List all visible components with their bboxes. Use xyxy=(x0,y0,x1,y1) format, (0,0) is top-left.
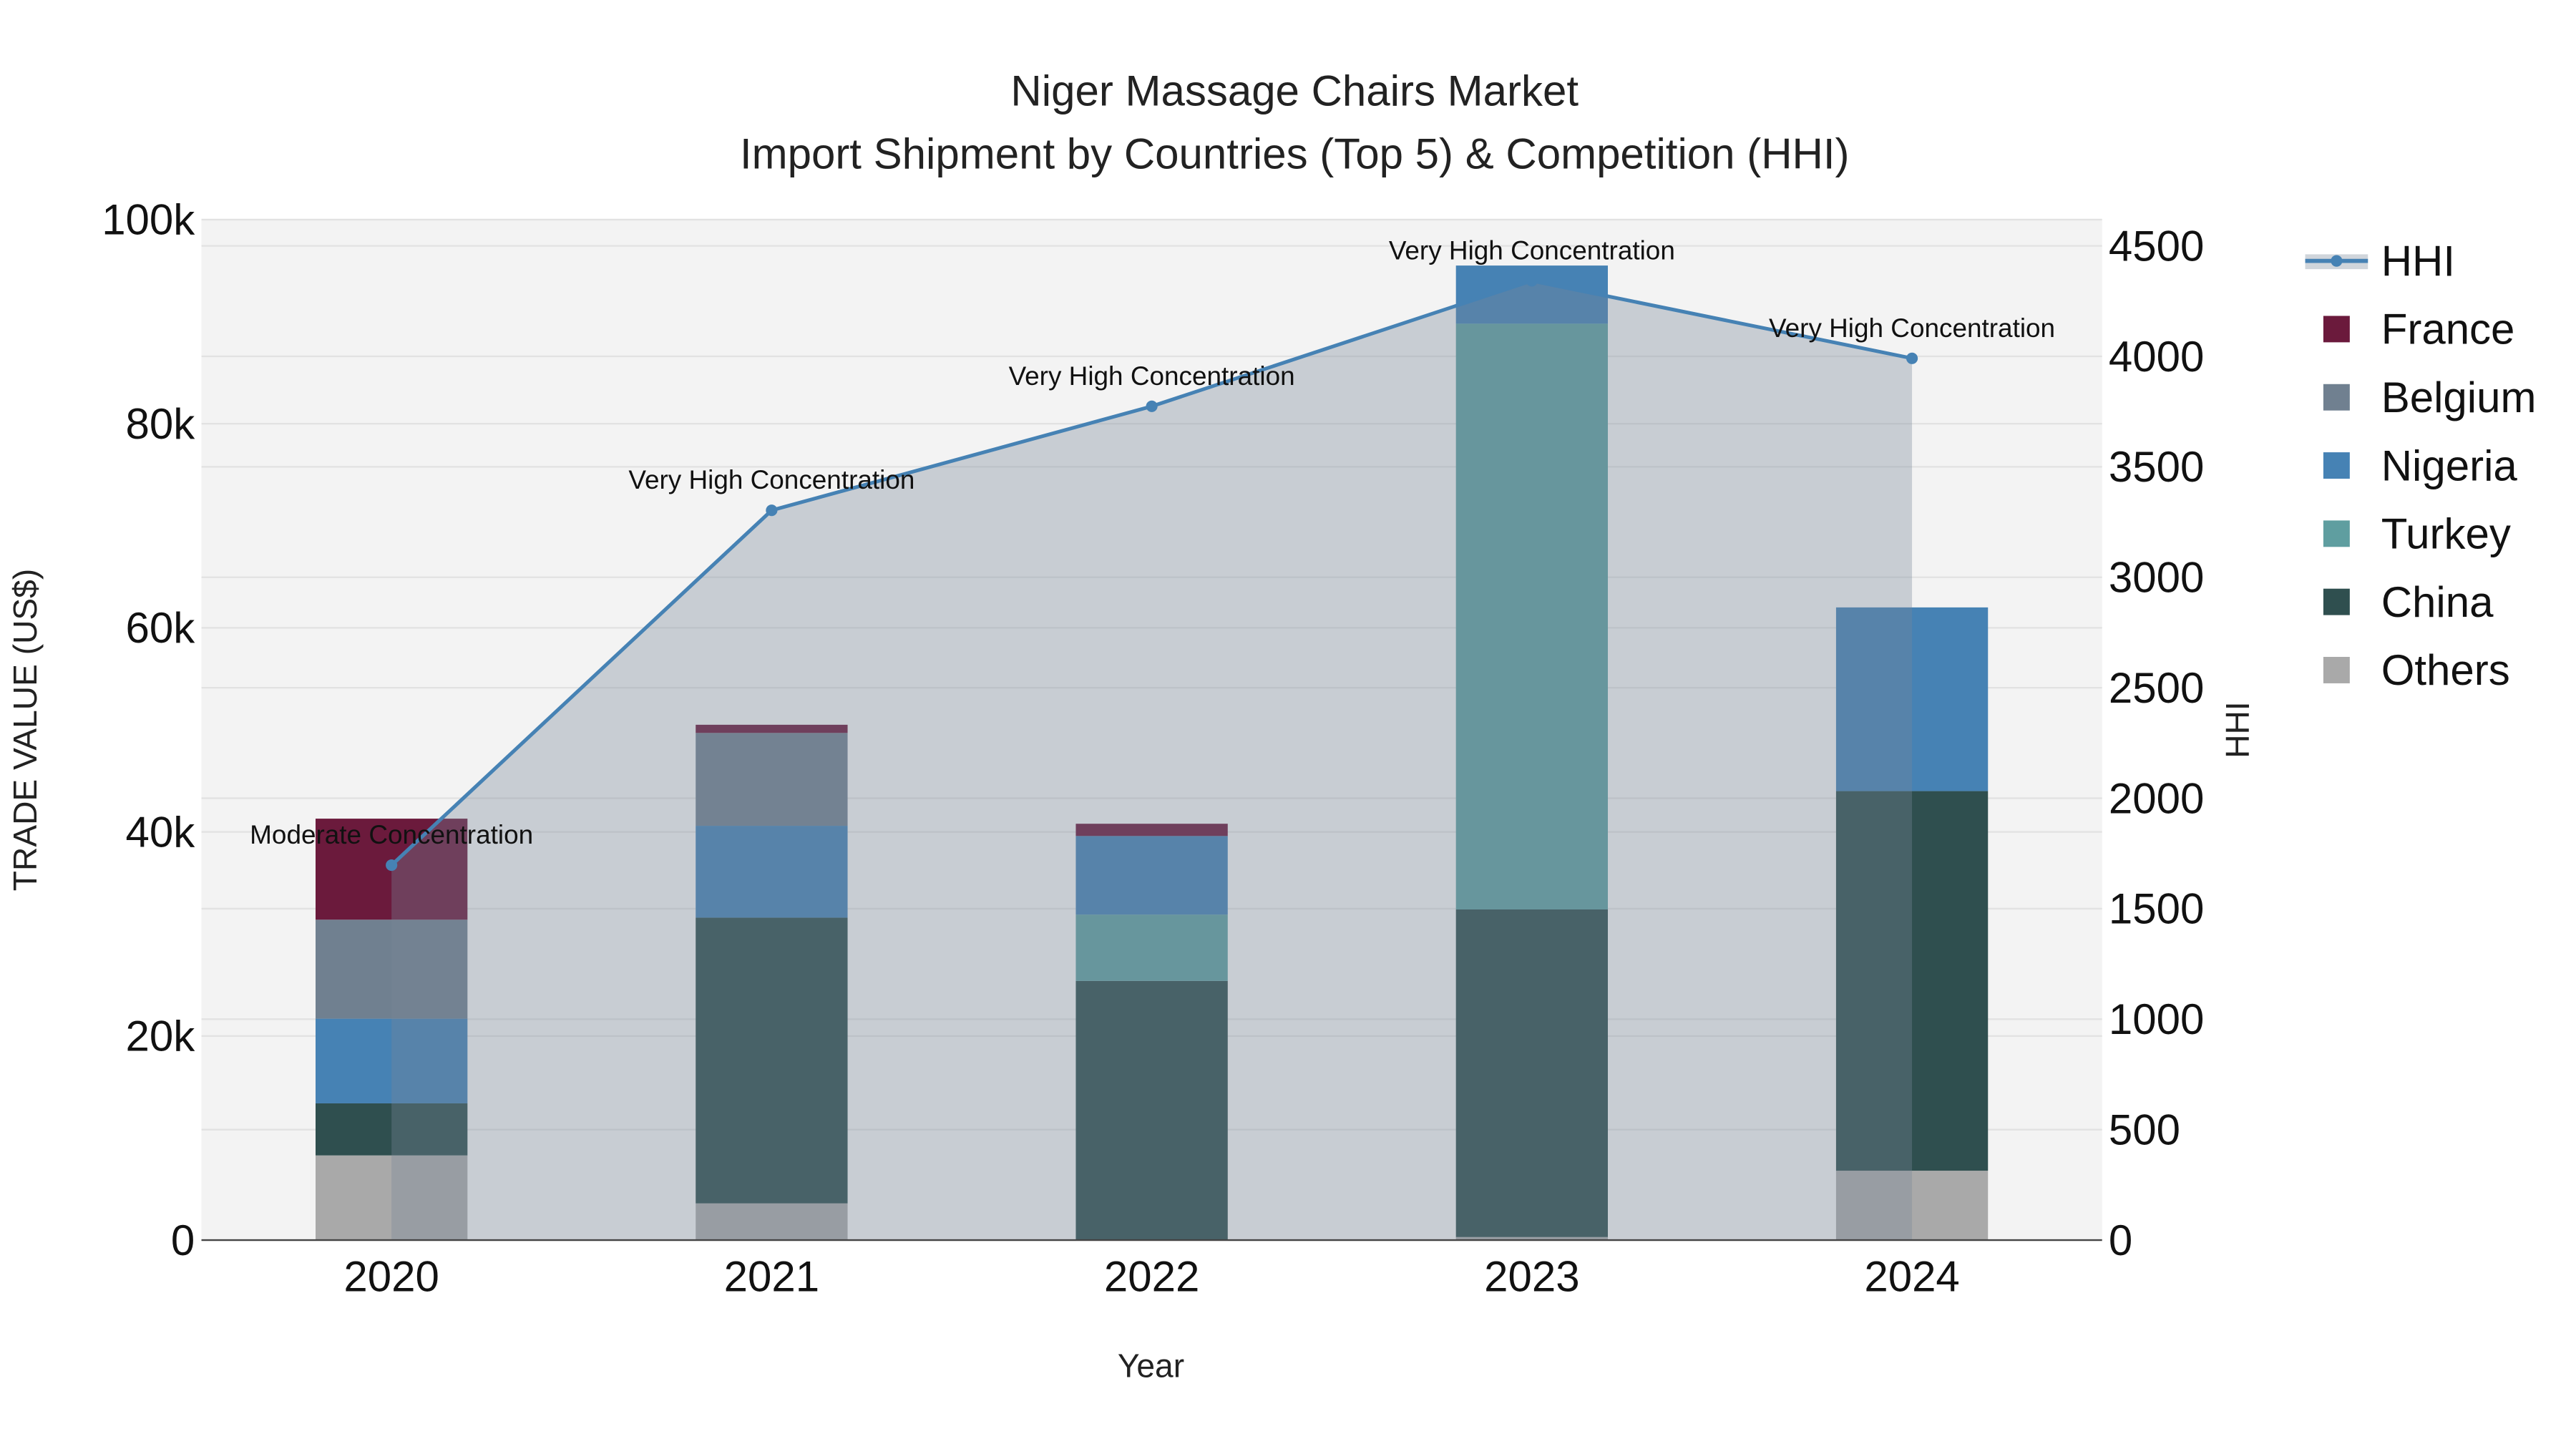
legend-item-hhi[interactable]: HHI xyxy=(2305,237,2455,285)
y2-tick-label: 4500 xyxy=(2109,222,2204,270)
hhi-annotation: Very High Concentration xyxy=(1389,235,1675,265)
y2-tick-label: 500 xyxy=(2109,1106,2180,1153)
y2-tick-label: 4000 xyxy=(2109,333,2204,381)
legend-label: Turkey xyxy=(2381,510,2511,558)
x-tick-label: 2023 xyxy=(1484,1253,1579,1301)
y2-axis-title: HHI xyxy=(2219,701,2256,758)
y2-tick-label: 2500 xyxy=(2109,664,2204,712)
hhi-annotation: Very High Concentration xyxy=(1769,313,2055,343)
bar-turkey-2022[interactable] xyxy=(1075,914,1228,981)
hhi-annotation: Moderate Concentration xyxy=(250,820,533,849)
bar-china-2020[interactable] xyxy=(316,1103,468,1156)
y-axis-title: TRADE VALUE (US$) xyxy=(6,569,44,891)
bar-france-2022[interactable] xyxy=(1075,824,1228,836)
y2-tick-label: 3000 xyxy=(2109,554,2204,602)
bar-nigeria-2022[interactable] xyxy=(1075,836,1228,915)
hhi-point-2022[interactable] xyxy=(1146,400,1158,412)
legend-label: HHI xyxy=(2381,237,2455,285)
legend-swatch-icon xyxy=(2323,452,2350,479)
y2-tick-label: 1000 xyxy=(2109,995,2204,1043)
bar-others-2024[interactable] xyxy=(1835,1171,1989,1241)
x-axis-title: Year xyxy=(1118,1347,1184,1385)
bar-others-2023[interactable] xyxy=(1455,1236,1608,1241)
hhi-annotation: Very High Concentration xyxy=(628,465,914,494)
legend-item-china[interactable]: China xyxy=(2323,578,2494,626)
chart-title-line1: Niger Massage Chairs Market xyxy=(1010,67,1579,115)
legend-label: Others xyxy=(2381,646,2510,694)
legend-label: China xyxy=(2381,578,2494,626)
bar-china-2021[interactable] xyxy=(696,917,848,1204)
legend-item-nigeria[interactable]: Nigeria xyxy=(2323,441,2517,489)
legend-item-others[interactable]: Others xyxy=(2323,646,2510,694)
legend-swatch-icon xyxy=(2323,316,2350,343)
x-tick-label: 2024 xyxy=(1864,1253,1959,1301)
legend-label: Belgium xyxy=(2381,374,2537,421)
bar-belgium-2020[interactable] xyxy=(316,919,468,1019)
legend-swatch-icon xyxy=(2323,384,2350,411)
bar-nigeria-2024[interactable] xyxy=(1835,607,1989,791)
hhi-point-2021[interactable] xyxy=(766,504,778,517)
y-tick-label: 40k xyxy=(126,808,196,856)
x-tick-label: 2021 xyxy=(724,1253,819,1301)
bar-china-2023[interactable] xyxy=(1455,909,1608,1237)
hhi-point-2020[interactable] xyxy=(386,859,398,872)
legend-swatch-icon xyxy=(2323,657,2350,683)
x-tick-label: 2022 xyxy=(1104,1253,1199,1301)
bar-others-2020[interactable] xyxy=(316,1155,468,1241)
chart-title-line2: Import Shipment by Countries (Top 5) & C… xyxy=(740,130,1850,177)
y-tick-label: 20k xyxy=(126,1013,196,1060)
bar-nigeria-2021[interactable] xyxy=(696,826,848,918)
legend-item-france[interactable]: France xyxy=(2323,306,2515,353)
legend-hhi-marker-icon xyxy=(2331,255,2343,267)
hhi-annotation: Very High Concentration xyxy=(1009,361,1295,391)
legend-swatch-icon xyxy=(2323,588,2350,615)
y2-tick-label: 2000 xyxy=(2109,774,2204,822)
hhi-area xyxy=(391,280,1913,1241)
y-tick-label: 100k xyxy=(102,196,195,244)
bar-turkey-2023[interactable] xyxy=(1455,323,1608,910)
hhi-point-2024[interactable] xyxy=(1906,352,1918,364)
hhi-point-2023[interactable] xyxy=(1526,275,1538,287)
bar-belgium-2021[interactable] xyxy=(696,733,848,826)
legend-item-belgium[interactable]: Belgium xyxy=(2323,374,2537,421)
x-tick-label: 2020 xyxy=(343,1253,439,1301)
legend-swatch-icon xyxy=(2323,520,2350,547)
y-tick-label: 60k xyxy=(126,604,196,652)
bar-china-2024[interactable] xyxy=(1835,791,1989,1171)
y2-tick-label: 3500 xyxy=(2109,443,2204,491)
bar-nigeria-2020[interactable] xyxy=(316,1018,468,1103)
y2-tick-label: 1500 xyxy=(2109,885,2204,933)
y2-tick-label: 0 xyxy=(2109,1216,2132,1264)
bar-france-2021[interactable] xyxy=(696,724,848,733)
y-tick-label: 0 xyxy=(171,1216,195,1264)
legend-label: Nigeria xyxy=(2381,441,2518,489)
legend-item-turkey[interactable]: Turkey xyxy=(2323,510,2511,558)
y-tick-label: 80k xyxy=(126,400,196,448)
bar-others-2021[interactable] xyxy=(696,1203,848,1241)
legend-label: France xyxy=(2381,306,2515,353)
bar-china-2022[interactable] xyxy=(1075,980,1228,1241)
